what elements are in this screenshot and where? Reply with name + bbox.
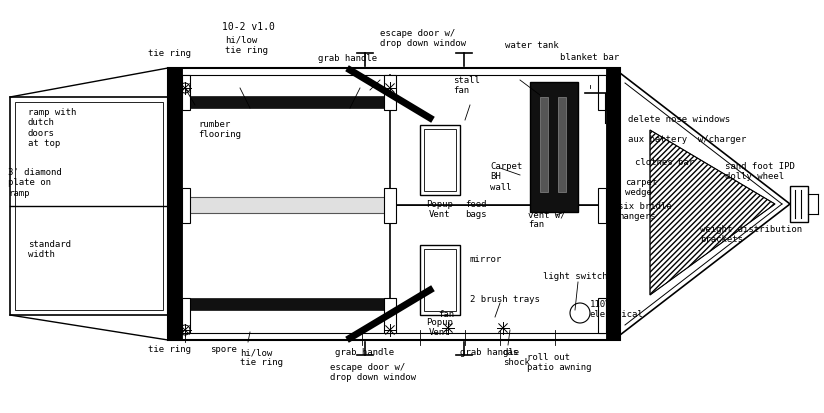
Bar — [182, 298, 190, 333]
Bar — [606, 68, 620, 340]
Text: 10-2 v1.0: 10-2 v1.0 — [222, 22, 274, 32]
Bar — [15, 102, 163, 310]
Bar — [790, 186, 808, 222]
Text: sand foot IPD
dolly wheel: sand foot IPD dolly wheel — [725, 162, 795, 181]
Text: carpet
wedge: carpet wedge — [625, 178, 658, 197]
Bar — [10, 97, 168, 315]
Bar — [598, 298, 606, 333]
Bar — [540, 97, 548, 192]
Text: roll out
patio awning: roll out patio awning — [527, 353, 592, 373]
Text: water tank: water tank — [505, 41, 559, 50]
Bar — [185, 197, 386, 213]
Bar — [168, 68, 182, 340]
Bar — [420, 245, 460, 315]
Text: weight distribution
brackets: weight distribution brackets — [700, 225, 802, 244]
Text: ramp with
dutch
doors
at top: ramp with dutch doors at top — [28, 108, 77, 148]
Bar — [185, 298, 386, 310]
Text: 3' diamond
plate on
ramp: 3' diamond plate on ramp — [8, 168, 62, 198]
Text: light switch: light switch — [543, 272, 607, 281]
Bar — [424, 249, 456, 311]
Bar — [558, 97, 566, 192]
Text: Popup
Vent: Popup Vent — [427, 200, 453, 219]
Text: vent w/
fan: vent w/ fan — [528, 210, 565, 229]
Bar — [598, 75, 606, 110]
Text: fan: fan — [438, 310, 454, 319]
Bar — [424, 129, 456, 191]
Text: aux battery  w/charger: aux battery w/charger — [628, 135, 747, 144]
Text: stall
fan: stall fan — [453, 76, 480, 95]
Bar — [598, 188, 606, 223]
Text: Popup
Vent: Popup Vent — [427, 318, 453, 337]
Text: clothes bar: clothes bar — [635, 158, 694, 167]
Bar — [384, 188, 396, 223]
Bar — [384, 75, 396, 110]
Text: blanket bar: blanket bar — [560, 53, 619, 62]
Bar — [182, 188, 190, 223]
Bar — [182, 75, 190, 110]
Text: delete nose windows: delete nose windows — [628, 115, 730, 124]
Text: grab handle: grab handle — [318, 54, 377, 63]
Text: six bridle
hangers: six bridle hangers — [618, 202, 672, 221]
Text: Carpet
BH
wall: Carpet BH wall — [490, 162, 522, 192]
Bar — [530, 82, 578, 212]
Text: 110V
electrical: 110V electrical — [590, 300, 644, 319]
Text: grab handle: grab handle — [460, 348, 519, 357]
Text: escape door w/
drop down window: escape door w/ drop down window — [380, 28, 466, 48]
Bar — [384, 298, 396, 333]
Text: mirror: mirror — [470, 255, 503, 264]
Text: hi/low
tie ring: hi/low tie ring — [225, 36, 268, 55]
Text: escape door w/
drop down window: escape door w/ drop down window — [330, 363, 416, 382]
Text: tie ring: tie ring — [148, 49, 191, 58]
Text: tie ring: tie ring — [148, 345, 191, 354]
Text: 2 brush trays: 2 brush trays — [470, 295, 540, 304]
Text: grab handle: grab handle — [335, 348, 394, 357]
Text: standard
width: standard width — [28, 240, 71, 259]
Text: gas
shock: gas shock — [503, 348, 530, 368]
Text: rumber
flooring: rumber flooring — [198, 120, 241, 140]
Bar — [185, 96, 386, 108]
Text: spore: spore — [210, 345, 236, 354]
Bar — [420, 125, 460, 195]
Bar — [175, 75, 613, 333]
Text: feed
bags: feed bags — [465, 200, 486, 219]
Bar — [168, 68, 620, 340]
Text: hi/low
tie ring: hi/low tie ring — [240, 348, 283, 368]
